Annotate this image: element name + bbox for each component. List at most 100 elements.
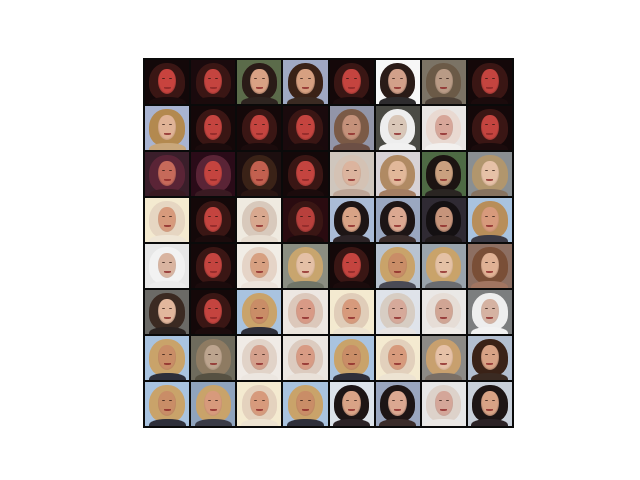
left-eye	[484, 123, 488, 126]
right-eye	[353, 169, 357, 172]
left-eye	[346, 123, 350, 126]
face-shape	[434, 390, 454, 417]
left-eye	[254, 123, 258, 126]
mouth	[255, 363, 263, 366]
shoulders-shape	[471, 326, 509, 334]
face-tile	[191, 198, 236, 242]
face-tile	[191, 290, 236, 334]
mouth	[486, 409, 494, 412]
mouth	[486, 225, 494, 228]
mouth	[348, 409, 356, 412]
shoulders-shape	[148, 142, 186, 150]
mouth	[301, 271, 309, 274]
face-shape	[480, 298, 500, 325]
left-eye	[161, 215, 165, 218]
face-shape	[480, 252, 500, 279]
right-eye	[446, 399, 450, 402]
right-eye	[215, 215, 219, 218]
face-shape	[480, 114, 500, 141]
left-eye	[392, 353, 396, 356]
face-shape	[342, 344, 361, 371]
mouth	[440, 179, 448, 182]
shoulders-shape	[240, 326, 278, 334]
mouth	[440, 409, 448, 412]
mouth	[209, 317, 217, 320]
face-tile	[191, 244, 236, 288]
shoulders-shape	[471, 142, 509, 150]
face-tile	[237, 152, 282, 196]
face-tile	[329, 60, 374, 104]
face-shape	[388, 68, 407, 95]
mouth	[486, 87, 494, 90]
mouth	[163, 179, 171, 182]
face-tile	[421, 382, 466, 426]
mouth	[486, 133, 494, 136]
left-eye	[207, 307, 211, 310]
shoulders-shape	[333, 96, 371, 104]
mouth	[348, 87, 356, 90]
right-eye	[307, 399, 311, 402]
mouth	[348, 271, 356, 274]
face-shape	[434, 114, 454, 141]
face-shape	[250, 160, 269, 187]
face-shape	[388, 252, 407, 279]
face-shape	[203, 160, 223, 187]
face-shape	[296, 344, 315, 371]
mouth	[163, 317, 171, 320]
face-tile	[467, 152, 512, 196]
face-shape	[480, 206, 500, 233]
shoulders-shape	[333, 280, 371, 288]
left-eye	[161, 261, 165, 264]
face-shape	[203, 68, 223, 95]
face-tile	[191, 152, 236, 196]
face-tile	[145, 336, 190, 380]
face-tile	[421, 290, 466, 334]
left-eye	[484, 307, 488, 310]
left-eye	[438, 77, 442, 80]
mouth	[255, 409, 263, 412]
mouth	[209, 409, 217, 412]
face-shape	[157, 68, 177, 95]
right-eye	[492, 215, 496, 218]
face-shape	[480, 160, 500, 187]
mouth	[486, 363, 494, 366]
right-eye	[307, 261, 311, 264]
right-eye	[261, 169, 265, 172]
right-eye	[399, 399, 403, 402]
mouth	[394, 87, 402, 90]
right-eye	[169, 123, 173, 126]
mouth	[301, 133, 309, 136]
right-eye	[169, 215, 173, 218]
shoulders-shape	[379, 418, 417, 426]
mouth	[163, 225, 171, 228]
right-eye	[399, 261, 403, 264]
mouth	[301, 317, 309, 320]
shoulders-shape	[425, 280, 463, 288]
mouth	[348, 225, 356, 228]
face-tile	[237, 336, 282, 380]
right-eye	[492, 77, 496, 80]
mouth	[440, 87, 448, 90]
shoulders-shape	[148, 280, 186, 288]
right-eye	[353, 353, 357, 356]
shoulders-shape	[240, 418, 278, 426]
mouth	[209, 271, 217, 274]
face-tile	[375, 290, 420, 334]
shoulders-shape	[148, 234, 186, 242]
left-eye	[392, 215, 396, 218]
right-eye	[446, 215, 450, 218]
left-eye	[300, 307, 304, 310]
shoulders-shape	[333, 234, 371, 242]
shoulders-shape	[194, 188, 232, 196]
face-shape	[342, 68, 361, 95]
right-eye	[492, 123, 496, 126]
shoulders-shape	[148, 96, 186, 104]
face-tile	[467, 290, 512, 334]
face-tile	[421, 60, 466, 104]
shoulders-shape	[194, 326, 232, 334]
mouth	[440, 363, 448, 366]
face-shape	[296, 68, 315, 95]
right-eye	[169, 353, 173, 356]
shoulders-shape	[240, 280, 278, 288]
mouth	[209, 179, 217, 182]
